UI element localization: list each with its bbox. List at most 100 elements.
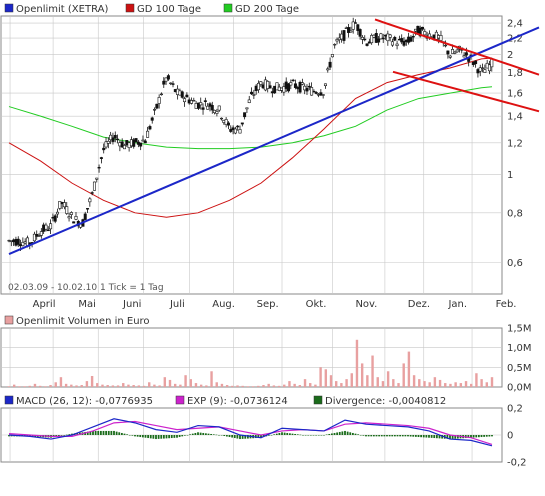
x-tick-label: Juli <box>169 299 185 310</box>
candle-body <box>69 212 73 215</box>
divergence-bar <box>212 434 215 435</box>
divergence-bar <box>346 431 349 435</box>
candle-body <box>250 91 254 95</box>
candle-body <box>298 81 302 93</box>
candle-body <box>171 83 175 85</box>
divergence-bar <box>136 435 139 437</box>
price-x-axis: April Mai Juni Juli Aug. Sep. Okt. Nov. Dez. Jan.… <box>33 299 517 310</box>
candle-body <box>53 215 57 222</box>
volume-bar <box>251 386 255 387</box>
legend-divergence: Divergence: -0,0040812 <box>325 396 446 407</box>
candle-body <box>333 43 337 46</box>
divergence-bar <box>393 435 396 437</box>
divergence-bar <box>365 435 367 437</box>
candle-body <box>134 138 138 143</box>
macd-y-tick-label: -0,2 <box>507 458 527 469</box>
candle-body <box>164 77 168 82</box>
legend-swatch-divergence <box>313 395 323 405</box>
divergence-bar <box>291 433 294 435</box>
volume-bar <box>137 385 141 387</box>
volume-bar <box>148 382 151 387</box>
legend-swatch-macd <box>4 395 14 405</box>
volume-bar <box>283 384 286 387</box>
candle-body <box>67 216 71 219</box>
candle-body <box>453 51 457 54</box>
divergence-bar <box>312 435 315 436</box>
candle-body <box>199 102 203 106</box>
divergence-bar <box>315 435 318 436</box>
candle-body <box>120 141 124 148</box>
candle-body <box>444 44 448 47</box>
divergence-bar <box>370 435 373 437</box>
exp-line <box>8 420 493 446</box>
candle-body <box>74 216 78 220</box>
divergence-bar <box>451 435 454 439</box>
candle-body <box>111 137 115 142</box>
trendline-support <box>8 26 540 255</box>
x-tick-label: Dez. <box>408 299 430 310</box>
divergence-bar <box>218 435 220 436</box>
macd-legend: MACD (26, 12): -0,0776935 EXP (9): -0,07… <box>4 395 446 407</box>
volume-bar <box>184 375 187 387</box>
divergence-bar <box>257 435 260 438</box>
candle-body <box>148 126 152 130</box>
legend-swatch-exp <box>175 395 185 405</box>
candle-body <box>236 125 240 128</box>
divergence-bar <box>194 432 197 435</box>
volume-bar <box>90 375 94 387</box>
divergence-bar <box>317 435 320 436</box>
candle-body <box>321 94 325 96</box>
x-tick-label: Jan. <box>447 299 467 310</box>
volume-bar <box>490 377 494 387</box>
divergence-bar <box>202 432 205 435</box>
volume-bar <box>132 385 135 387</box>
divergence-bar <box>367 435 370 437</box>
candle-body <box>363 38 367 41</box>
candle-body <box>418 27 422 37</box>
candle-body <box>139 142 143 147</box>
candle-body <box>300 82 304 85</box>
candle-body <box>365 43 369 46</box>
divergence-bar <box>178 435 181 438</box>
divergence-bar <box>483 435 486 437</box>
divergence-bar <box>420 435 423 438</box>
candle-body <box>116 138 120 141</box>
candle-body <box>268 85 272 89</box>
divergence-bar <box>236 435 239 439</box>
volume-bar <box>220 383 224 387</box>
divergence-bar <box>267 435 270 436</box>
divergence-bar <box>275 433 278 435</box>
candle-body <box>305 88 309 92</box>
volume-bar <box>142 385 146 387</box>
price-y-tick-label: 2,2 <box>507 34 523 45</box>
candle-body <box>58 200 62 209</box>
divergence-bar <box>181 435 184 437</box>
legend-exp: EXP (9): -0,0736124 <box>187 396 288 407</box>
divergence-bar <box>99 430 102 435</box>
candle-body <box>342 30 346 41</box>
divergence-bar <box>215 434 218 436</box>
price-plot-area <box>7 17 540 255</box>
price-panel-frame <box>0 15 503 295</box>
candle-body <box>326 68 330 71</box>
divergence-bar <box>399 435 402 437</box>
divergence-bar <box>354 433 357 435</box>
macd-y-tick-label: 0,2 <box>507 404 523 415</box>
divergence-bar <box>296 434 299 435</box>
divergence-bar <box>207 433 210 435</box>
volume-y-tick-label: 1,5M <box>507 324 532 335</box>
legend-gd200: GD 200 Tage <box>235 4 299 15</box>
candle-body <box>319 92 323 96</box>
candle-body <box>328 61 332 68</box>
divergence-bar <box>270 435 273 436</box>
volume-panel-frame <box>0 327 503 388</box>
divergence-bar <box>155 435 157 440</box>
candle-body <box>411 35 415 38</box>
candle-body <box>402 41 406 46</box>
volume-bar <box>179 384 182 387</box>
volume-bar <box>433 377 437 387</box>
divergence-bar <box>120 432 123 435</box>
divergence-bar <box>186 435 189 436</box>
volume-bar <box>205 385 208 387</box>
candle-body <box>46 229 50 232</box>
